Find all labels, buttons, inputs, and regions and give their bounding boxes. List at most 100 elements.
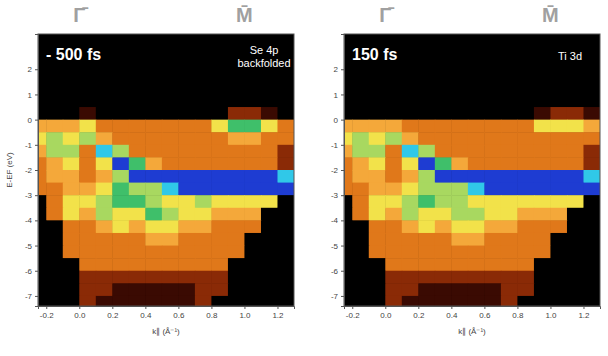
heat-cell: [129, 132, 146, 145]
heat-cell: [244, 220, 261, 233]
y-tick-mark: [35, 296, 38, 297]
heat-cell: [228, 107, 245, 120]
heat-cell: [96, 246, 113, 259]
heat-cell: [145, 296, 162, 306]
heat-cell: [162, 246, 179, 259]
heat-cell: [228, 246, 245, 259]
heat-cell: [112, 120, 129, 133]
x-tick: 0.0: [380, 306, 392, 320]
heat-cell: [112, 246, 129, 259]
heat-cell: [352, 233, 369, 246]
heat-cell: [418, 132, 435, 145]
heat-cell: [468, 183, 485, 196]
heat-cell: [352, 107, 369, 120]
heat-cell: [277, 132, 294, 145]
heat-cell: [567, 183, 584, 196]
heat-cell: [112, 183, 129, 196]
heat-cell: [277, 233, 294, 246]
heat-cell: [352, 258, 369, 271]
heat-cell: [550, 208, 567, 221]
heat-cell: [402, 120, 419, 133]
heat-cell: [402, 220, 419, 233]
heat-cell: [534, 208, 551, 221]
heat-cell: [211, 233, 228, 246]
heat-cell: [244, 132, 261, 145]
heat-cell: [211, 246, 228, 259]
heat-cell: [178, 208, 195, 221]
heat-cell: [567, 145, 584, 158]
heat-cell: [277, 120, 294, 133]
heat-cell: [534, 157, 551, 170]
heat-cell: [451, 183, 468, 196]
heat-cell: [344, 283, 353, 296]
heat-cell: [352, 132, 369, 145]
heat-cell: [46, 183, 63, 196]
heat-cell: [145, 246, 162, 259]
heat-cell: [38, 120, 47, 133]
heat-cell: [46, 283, 63, 296]
heat-cell: [244, 183, 261, 196]
cells: [38, 107, 294, 306]
heat-cell: [534, 246, 551, 259]
x-tick: -0.2: [346, 306, 360, 320]
heat-cell: [63, 283, 80, 296]
heat-cell: [129, 157, 146, 170]
heat-cell: [162, 157, 179, 170]
y-tick: 0: [28, 116, 38, 125]
heat-cell: [567, 258, 584, 271]
heat-cell: [501, 208, 518, 221]
y-tick-label: 1: [28, 91, 33, 100]
heat-cell: [501, 283, 518, 296]
heat-cell: [567, 170, 584, 183]
y-tick: -1: [25, 141, 38, 150]
heat-cell: [211, 208, 228, 221]
heat-cell: [211, 195, 228, 208]
heat-cell: [369, 107, 386, 120]
heat-cell: [178, 246, 195, 259]
heat-cell: [583, 258, 600, 271]
annotation: 150 fs: [352, 46, 397, 63]
heat-cell: [402, 132, 419, 145]
heat-cell: [162, 208, 179, 221]
heat-cell: [418, 183, 435, 196]
annotation: - 500 fs: [46, 46, 101, 63]
heat-cell: [46, 296, 63, 306]
heat-cell: [79, 195, 96, 208]
heat-cell: [145, 195, 162, 208]
heat-cell: [369, 157, 386, 170]
y-tick-label: -1: [25, 141, 33, 150]
y-axis-title: E-EF (eV): [5, 152, 14, 188]
heat-cell: [534, 258, 551, 271]
heat-cell: [96, 195, 113, 208]
y-tick-label: 1: [334, 91, 339, 100]
heat-cell: [63, 246, 80, 259]
heat-cell: [79, 170, 96, 183]
x-tick-label: 0.8: [512, 311, 524, 320]
heat-cell: [244, 246, 261, 259]
heat-cell: [385, 120, 402, 133]
y-tick: -1: [331, 141, 344, 150]
heat-cell: [344, 120, 353, 133]
heat-cell: [344, 170, 353, 183]
heat-cell: [63, 132, 80, 145]
heat-cell: [195, 233, 212, 246]
heat-cell: [501, 195, 518, 208]
heat-cell: [534, 183, 551, 196]
heat-cell: [162, 271, 179, 284]
heat-cell: [162, 220, 179, 233]
heat-cell: [385, 246, 402, 259]
x-tick-mark: [484, 306, 485, 309]
heat-cell: [261, 283, 278, 296]
heat-cell: [501, 170, 518, 183]
heat-cell: [162, 296, 179, 306]
y-tick: -6: [331, 267, 344, 276]
y-tick-label: -6: [331, 267, 339, 276]
heat-cell: [46, 132, 63, 145]
heat-cell: [583, 283, 600, 296]
heat-cell: [418, 220, 435, 233]
y-tick: -4: [331, 216, 344, 225]
heat-cell: [352, 283, 369, 296]
y-tick-label: -3: [331, 191, 339, 200]
y-tick-label: -1: [331, 141, 339, 150]
y-tick-mark: [341, 246, 344, 247]
